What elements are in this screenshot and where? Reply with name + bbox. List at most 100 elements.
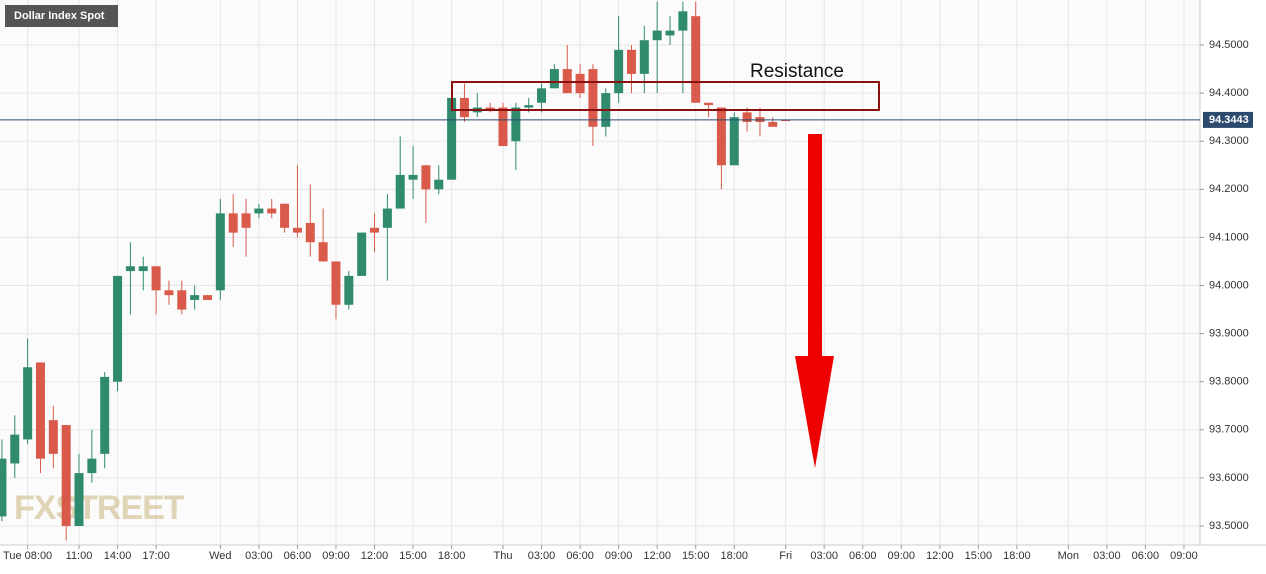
candle-body — [331, 261, 341, 305]
candle-body — [626, 49, 636, 74]
arrow-head — [795, 356, 834, 468]
candle-body — [691, 16, 701, 103]
x-tick-label: Wed — [209, 550, 231, 562]
candle-body — [241, 213, 251, 228]
candle-body — [48, 420, 58, 454]
x-tick-label: 12:00 — [643, 550, 671, 562]
candle-body — [678, 11, 688, 31]
arrow-shaft — [808, 134, 822, 358]
candle-body — [729, 117, 739, 166]
candle-body — [665, 30, 675, 36]
x-tick-label: 06:00 — [1132, 550, 1160, 562]
candle-body — [344, 275, 354, 305]
x-tick-label: 12:00 — [926, 550, 954, 562]
x-tick-label: 12:00 — [361, 550, 389, 562]
x-tick-label: Thu — [494, 550, 513, 562]
y-tick-label: 94.3000 — [1209, 135, 1249, 147]
candle-body — [10, 434, 20, 464]
candle-body — [280, 203, 290, 228]
candle-body — [215, 213, 225, 291]
candle-body — [357, 232, 367, 276]
candle-body — [254, 208, 264, 214]
resistance-box — [451, 81, 880, 111]
watermark: FXSTREET — [14, 489, 185, 527]
y-tick-label: 94.0000 — [1209, 279, 1249, 291]
x-tick-label: 03:00 — [245, 550, 273, 562]
candle-body — [0, 458, 7, 517]
candle-body — [74, 473, 84, 527]
candle-body — [524, 105, 534, 108]
candle-body — [138, 266, 148, 272]
candle-body — [61, 424, 71, 527]
y-tick-label: 94.1000 — [1209, 231, 1249, 243]
candle-body — [485, 107, 495, 110]
candle-body — [549, 69, 559, 89]
candle-body — [23, 367, 33, 440]
candle-body — [318, 242, 328, 262]
candle-body — [164, 290, 174, 296]
candle-body — [202, 295, 212, 300]
candle-body — [575, 73, 585, 94]
candle-body — [588, 69, 598, 127]
x-tick-label: 09:00 — [888, 550, 916, 562]
x-tick-label: 09:00 — [1170, 550, 1198, 562]
last-price-box — [1203, 111, 1253, 128]
x-tick-label: 03:00 — [528, 550, 556, 562]
x-tick-label: 03:00 — [1093, 550, 1121, 562]
x-tick-label: 15:00 — [399, 550, 427, 562]
candle-body — [768, 121, 778, 127]
candle-body — [382, 208, 392, 228]
x-tick-label: 11:00 — [66, 550, 93, 562]
x-tick-label: 09:00 — [605, 550, 633, 562]
candle-body — [100, 376, 110, 454]
title-box — [5, 5, 118, 27]
candle-body — [292, 227, 302, 233]
candle-body — [511, 107, 521, 142]
candle-body — [267, 208, 277, 214]
candle-body — [190, 295, 200, 300]
y-tick-label: 93.9000 — [1209, 328, 1249, 340]
y-tick-label: 94.4000 — [1209, 87, 1249, 99]
annotation: Resistance — [750, 61, 844, 82]
x-tick-label: 06:00 — [284, 550, 312, 562]
candle-body — [652, 30, 662, 41]
candle-body — [614, 49, 624, 94]
candle-body — [228, 213, 238, 233]
x-tick-label: Fri — [779, 550, 792, 562]
x-tick-label: 18:00 — [1003, 550, 1031, 562]
candle-body — [716, 107, 726, 166]
y-tick-label: 94.5000 — [1209, 39, 1249, 51]
x-tick-label: 14:00 — [104, 550, 132, 562]
candle-body — [370, 227, 380, 233]
y-tick-label: 93.7000 — [1209, 424, 1249, 436]
x-tick-label: 06:00 — [849, 550, 877, 562]
x-tick-label: 15:00 — [682, 550, 710, 562]
candle-body — [537, 88, 547, 103]
candle-body — [459, 97, 469, 118]
y-tick-label: 93.8000 — [1209, 376, 1249, 388]
candle-body — [35, 362, 45, 459]
candle-body — [742, 112, 752, 122]
y-tick-label: 94.2000 — [1209, 183, 1249, 195]
candle-body — [704, 102, 714, 106]
candle-body — [113, 275, 123, 382]
candle-body — [639, 40, 649, 74]
down-arrow — [795, 134, 834, 468]
plot-area — [0, 0, 1200, 545]
y-tick-label: 93.5000 — [1209, 520, 1249, 532]
candle-body — [421, 165, 431, 190]
candle-body — [498, 107, 508, 147]
chart-title: Dollar Index Spot — [14, 10, 105, 22]
candle-body — [177, 290, 187, 310]
x-tick-label: 18:00 — [720, 550, 748, 562]
candle-body — [447, 97, 457, 180]
candle-body — [151, 266, 161, 291]
x-tick-label: 17:00 — [142, 550, 170, 562]
candle-body — [408, 174, 418, 180]
y-tick-label: 93.6000 — [1209, 472, 1249, 484]
x-tick-label: Mon — [1058, 550, 1079, 562]
candle-body — [87, 458, 97, 474]
candle-body — [395, 174, 405, 209]
x-tick-label: 09:00 — [322, 550, 350, 562]
